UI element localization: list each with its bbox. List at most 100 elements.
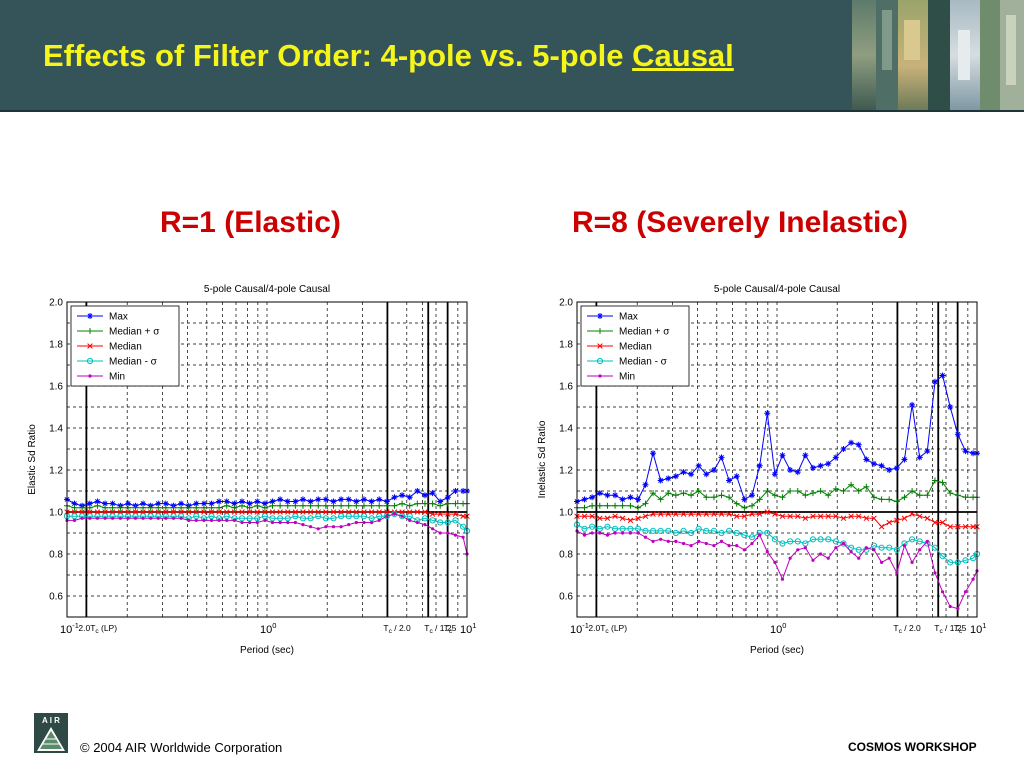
data-point (924, 448, 931, 455)
legend-label: Median + σ (619, 327, 670, 338)
data-point (725, 527, 733, 534)
period-marker-label-sub: c (389, 628, 393, 635)
data-point (605, 533, 610, 537)
data-point (947, 404, 954, 410)
data-point (916, 538, 923, 545)
data-point (787, 513, 793, 519)
data-point (194, 518, 198, 522)
data-point (223, 502, 230, 509)
data-point (231, 509, 238, 515)
data-point (758, 533, 762, 537)
data-point (901, 494, 908, 501)
data-point (886, 496, 893, 503)
air-logo: A I R (34, 713, 68, 753)
data-point (809, 490, 816, 497)
data-point (406, 513, 413, 520)
data-point (910, 560, 914, 564)
data-point (460, 513, 466, 519)
data-point (659, 537, 663, 541)
data-point (657, 496, 664, 503)
data-point (232, 518, 236, 522)
series-line (67, 511, 467, 517)
data-point (962, 557, 969, 564)
data-point (802, 540, 809, 547)
data-point (962, 448, 969, 455)
data-point (878, 544, 885, 551)
data-point (429, 490, 436, 497)
data-point (277, 496, 284, 503)
x-tick-label: 10-1 (60, 621, 79, 636)
data-point (201, 509, 207, 515)
series-line (576, 374, 977, 502)
data-point (125, 504, 132, 511)
data-point (307, 502, 314, 509)
data-point (369, 520, 374, 525)
data-point (665, 511, 672, 517)
axes-box (66, 301, 468, 618)
data-point (817, 513, 824, 519)
data-point (338, 513, 345, 520)
data-point (322, 496, 329, 503)
data-point (901, 515, 908, 522)
y-tick-label: 2.0 (49, 298, 63, 309)
data-point (764, 529, 771, 537)
data-point (642, 527, 649, 534)
data-point (208, 513, 215, 520)
legend: Max Median + σ Median Median - σ Min (580, 305, 690, 387)
data-point (444, 494, 451, 501)
data-point (149, 516, 153, 520)
data-point (299, 515, 307, 522)
period-marker-label-sub: c (899, 628, 903, 635)
legend-marker (597, 313, 603, 319)
data-point (939, 479, 946, 486)
data-point (931, 544, 939, 551)
left-panel-heading: R=1 (Elastic) (160, 206, 341, 239)
data-point (689, 544, 693, 548)
data-point (771, 471, 778, 478)
data-point (125, 500, 132, 507)
data-point (825, 513, 832, 519)
data-point (764, 410, 771, 417)
data-point (726, 477, 733, 484)
data-point (300, 509, 306, 515)
data-point (110, 516, 115, 520)
period-marker-label-sub: c (605, 628, 609, 635)
data-point (179, 516, 183, 520)
y-tick-label: 1.2 (49, 466, 63, 477)
data-point (126, 516, 130, 520)
data-point (231, 504, 238, 511)
period-marker-label-main: T (893, 623, 898, 633)
data-point (360, 502, 367, 509)
legend-label: Median + σ (109, 327, 160, 338)
data-point (649, 527, 657, 534)
data-point (353, 498, 360, 505)
data-point (688, 529, 695, 537)
data-point (908, 536, 916, 543)
data-point (933, 571, 937, 575)
slide-header: Effects of Filter Order: 4-pole vs. 5-po… (0, 0, 1024, 112)
period-marker-label-after: (LP) (609, 623, 628, 633)
data-point (239, 509, 245, 515)
data-point (200, 504, 207, 511)
data-point (345, 513, 352, 520)
data-point (741, 532, 748, 539)
data-point (954, 431, 961, 438)
workshop-text: COSMOS WORKSHOP (848, 740, 977, 754)
data-point (962, 494, 969, 501)
data-point (886, 544, 893, 551)
data-point (141, 516, 145, 520)
data-point (719, 539, 724, 543)
data-point (155, 504, 162, 511)
data-point (802, 452, 809, 459)
data-point (819, 552, 823, 556)
data-point (86, 500, 93, 507)
data-point (726, 494, 733, 501)
data-point (779, 540, 786, 547)
data-point (863, 483, 870, 490)
data-point (270, 520, 275, 525)
inelastic-chart-svg: 2.0Tc (LP) Tc / 2.0 Tc / 1.25Tc0.60.81.01.… (537, 284, 986, 656)
y-tick-label: 0.8 (559, 550, 573, 561)
legend-marker (86, 357, 94, 365)
data-point (940, 590, 945, 594)
x-tick-label-exponent: -1 (582, 621, 589, 630)
